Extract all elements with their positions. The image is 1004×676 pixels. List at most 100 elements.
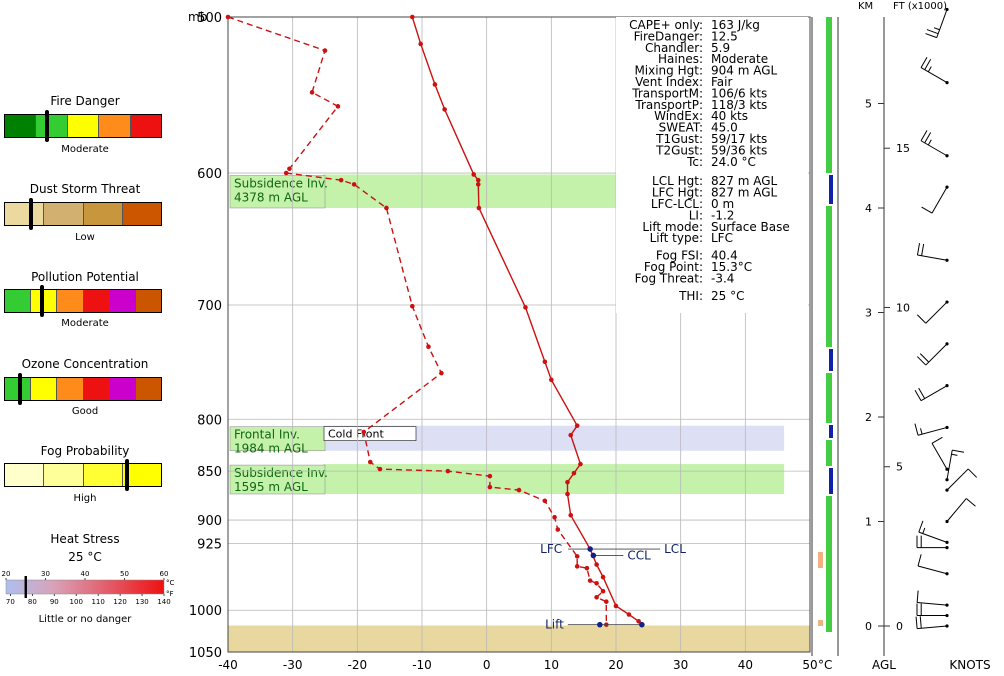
index-value-10: 59/17 kts <box>711 132 767 146</box>
wind-barb-staff <box>920 140 948 157</box>
sounding-point <box>587 578 593 583</box>
y-tick-label: 500 <box>197 11 222 26</box>
heat-f-tick-label: 80 <box>28 598 37 606</box>
heat-f-unit: °F <box>166 590 174 598</box>
heat-f-tick-label: 100 <box>70 598 83 606</box>
wind-barb-flag <box>921 243 925 256</box>
heat-f-tick-label: 130 <box>135 598 148 606</box>
fog-probability-segment-1 <box>44 464 84 486</box>
y-tick-label: 850 <box>197 465 222 480</box>
fire-danger-segment-3 <box>99 115 131 137</box>
sounding-point <box>475 182 481 187</box>
ccl-label: CCL <box>627 548 651 562</box>
heat-stress-scale: 20 30 40 50 60°C 70 80 90 100 110 120 130 140°F <box>2 570 175 606</box>
wind-barb-flag <box>967 468 978 478</box>
stability-column <box>826 17 832 632</box>
index-label-15: LFC-LCL: <box>651 197 703 211</box>
sounding-point <box>542 359 548 365</box>
index-value-6: 106/6 kts <box>711 86 767 100</box>
pollution-potential-level: Moderate <box>61 318 109 329</box>
sounding-point <box>568 432 574 438</box>
sounding-point <box>565 479 570 485</box>
index-value-15: 0 m <box>711 197 734 211</box>
stability-marker-1 <box>829 349 833 371</box>
y-tick-label: 700 <box>197 299 222 314</box>
heat-c-tick-label: 40 <box>81 570 90 578</box>
index-value-21: -3.4 <box>711 271 734 285</box>
wind-barb-staff <box>946 468 969 491</box>
index-value-18: LFC <box>711 231 733 245</box>
wind-barb-base <box>945 7 949 12</box>
sounding-point <box>426 344 431 350</box>
y-tick-label: 800 <box>197 413 222 428</box>
index-value-9: 45.0 <box>711 121 738 135</box>
sounding-point <box>432 82 438 87</box>
wind-barb-base <box>945 478 949 482</box>
sounding-point <box>578 461 583 467</box>
y-tick-label: 925 <box>197 538 222 553</box>
wind-barb-flag <box>918 387 926 399</box>
sounding-point <box>600 574 606 580</box>
inversion-label-name: Subsidence Inv. <box>234 466 328 480</box>
heat-f-tick-label: 120 <box>113 598 126 606</box>
index-label-7: TransportP: <box>634 98 703 112</box>
km-tick-label: 2 <box>865 411 872 424</box>
surface-heat-marker-2 <box>818 620 823 626</box>
km-tick-label: 4 <box>865 202 872 215</box>
sounding-point <box>542 498 548 504</box>
x-tick-label: 10 <box>544 658 559 672</box>
heat-c-unit: °C <box>166 579 175 587</box>
wind-barb-base <box>945 342 949 346</box>
sounding-point <box>309 90 315 95</box>
ground-layer <box>228 625 810 652</box>
wind-barb-base <box>945 300 949 304</box>
index-label-18: Lift type: <box>650 231 703 245</box>
x-tick-label: -30 <box>283 658 303 672</box>
wind-barb-9 <box>931 436 949 471</box>
stability-marker-2 <box>829 425 833 438</box>
index-label-14: LFC Hgt: <box>652 186 703 200</box>
ft-label: FT (x1000) <box>893 1 947 12</box>
sounding-point <box>287 166 292 172</box>
pressure-unit-label: mb <box>188 10 207 24</box>
y-tick-label: 1000 <box>189 604 222 619</box>
wind-barb-base <box>945 572 949 576</box>
sounding-point <box>516 487 522 493</box>
wind-barb-base <box>945 613 949 618</box>
sounding-point <box>555 527 561 532</box>
wind-barb-base <box>945 258 949 262</box>
wind-barb-staff <box>917 601 948 606</box>
dust-storm-segment-2 <box>83 203 123 225</box>
inversion-label-height: 1984 m AGL <box>234 442 308 456</box>
wind-barb-staff <box>917 254 948 261</box>
index-label-5: Vent Index: <box>635 75 703 89</box>
sounding-point <box>636 618 641 624</box>
pollution-potential-segment-5 <box>135 290 162 312</box>
wind-barb-3 <box>921 185 949 214</box>
wind-barb-16 <box>916 590 949 607</box>
x-tick-label: -40 <box>218 658 238 672</box>
wind-barb-2 <box>920 130 949 158</box>
wind-barb-flag <box>916 243 921 256</box>
heat-f-tick-label: 70 <box>6 598 15 606</box>
wind-barb-staff <box>920 67 948 84</box>
index-value-22: 25 °C <box>711 289 744 303</box>
x-tick-label: 0 <box>483 658 491 672</box>
inversion-label-name: Subsidence Inv. <box>234 176 328 190</box>
knots-label: KNOTS <box>949 658 990 672</box>
sounding-point <box>410 303 415 309</box>
heat-stress-marker <box>24 576 27 598</box>
index-label-19: Fog FSI: <box>656 249 703 263</box>
dust-storm-segment-1 <box>44 203 84 225</box>
pollution-potential-segment-4 <box>109 290 136 312</box>
fire-danger-title: Fire Danger <box>50 94 120 108</box>
index-label-12: Tc: <box>686 155 703 169</box>
sounding-point <box>225 14 231 20</box>
pollution-potential-segment-1 <box>31 290 58 312</box>
lfc-lcl-point <box>587 546 593 552</box>
index-value-17: Surface Base <box>711 220 790 234</box>
index-value-1: 12.5 <box>711 29 738 43</box>
index-value-5: Fair <box>711 75 732 89</box>
wind-barb-staff <box>925 343 948 366</box>
fog-probability-segment-3 <box>122 464 161 486</box>
